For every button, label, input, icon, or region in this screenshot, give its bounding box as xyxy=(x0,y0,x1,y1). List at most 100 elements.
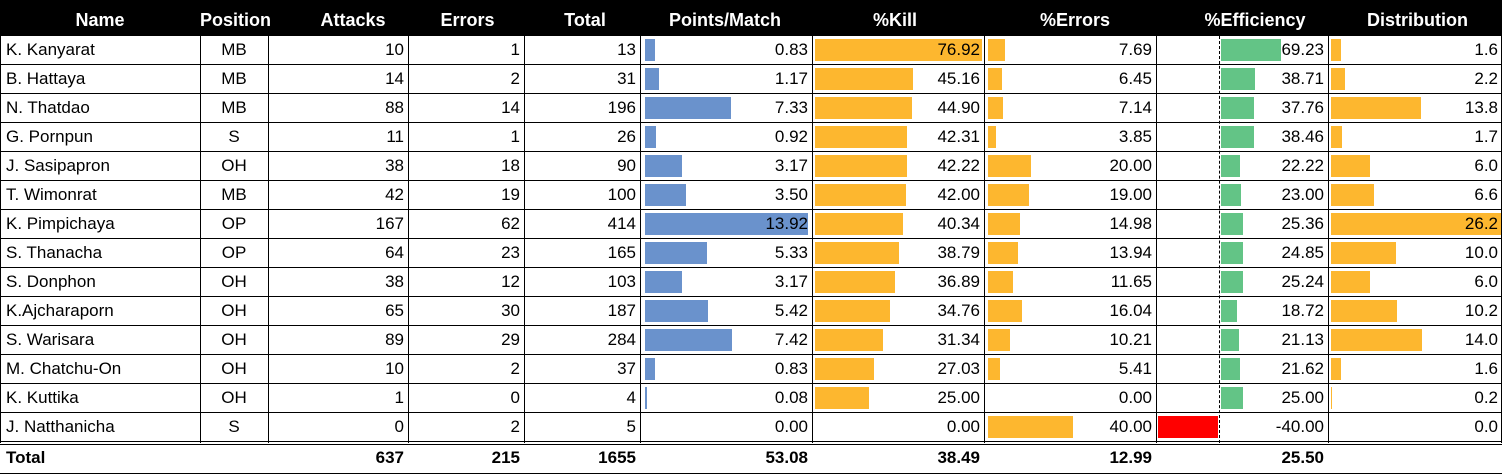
table-row: K.Ajcharaporn OH 65 30 187 5.42 34.76 16.04 18.7… xyxy=(0,297,1502,326)
cell-name: J. Sasipapron xyxy=(6,156,110,175)
cell-kill-pct: 31.34 xyxy=(937,330,980,349)
grid-row-line xyxy=(0,325,1502,326)
cell-name: K.Ajcharaporn xyxy=(6,301,114,320)
cell-position: OH xyxy=(221,359,247,378)
errors-pct-bar xyxy=(988,329,1010,351)
cell-errors: 30 xyxy=(501,301,520,320)
totals-efficiency-pct: 25.50 xyxy=(1281,448,1324,467)
header-attacks[interactable]: Attacks xyxy=(320,10,386,30)
cell-position: OH xyxy=(221,156,247,175)
cell-kill-pct: 0.00 xyxy=(946,417,980,436)
cell-efficiency-pct: 21.62 xyxy=(1281,359,1324,378)
cell-total: 31 xyxy=(617,69,636,88)
grid-row-line xyxy=(0,209,1502,210)
distribution-bar xyxy=(1331,126,1343,148)
cell-kill-pct: 45.16 xyxy=(937,69,980,88)
grid-row-line xyxy=(0,383,1502,384)
grid-row-line xyxy=(0,267,1502,268)
efficiency-pct-bar xyxy=(1221,329,1240,351)
cell-kill-pct: 40.34 xyxy=(937,214,980,233)
cell-efficiency-pct: 37.76 xyxy=(1281,98,1324,117)
cell-kill-pct: 76.92 xyxy=(937,40,980,59)
table-row: K. Kuttika OH 1 0 4 0.08 25.00 0.00 25.00 0.2 xyxy=(0,384,1502,413)
cell-attacks: 38 xyxy=(385,272,404,291)
header-position[interactable]: Position xyxy=(200,10,271,30)
cell-kill-pct: 42.22 xyxy=(937,156,980,175)
cell-distribution: 2.2 xyxy=(1474,69,1498,88)
cell-errors: 2 xyxy=(510,359,520,378)
cell-total: 37 xyxy=(617,359,636,378)
efficiency-zero-axis xyxy=(1219,36,1220,443)
cell-position: MB xyxy=(221,40,247,59)
cell-total: 13 xyxy=(617,40,636,59)
grid-row-line xyxy=(0,238,1502,239)
cell-name: K. Kanyarat xyxy=(6,40,95,59)
cell-distribution: 0.0 xyxy=(1474,417,1498,436)
cell-kill-pct: 42.00 xyxy=(937,185,980,204)
totals-row: Total 637 215 1655 53.08 38.49 12.99 25.… xyxy=(0,444,1502,474)
cell-position: S xyxy=(228,417,240,436)
cell-attacks: 10 xyxy=(385,40,404,59)
cell-distribution: 6.0 xyxy=(1474,156,1498,175)
cell-errors-pct: 7.69 xyxy=(1118,40,1152,59)
cell-errors: 1 xyxy=(510,40,520,59)
cell-errors-pct: 13.94 xyxy=(1109,243,1152,262)
cell-errors-pct: 3.85 xyxy=(1118,127,1152,146)
distribution-bar xyxy=(1331,97,1421,119)
header-efficiency-pct[interactable]: %Efficiency xyxy=(1204,10,1306,30)
cell-distribution: 13.8 xyxy=(1464,98,1498,117)
cell-errors: 19 xyxy=(501,185,520,204)
header-points-per-match[interactable]: Points/Match xyxy=(668,10,781,30)
efficiency-pct-bar xyxy=(1221,184,1241,206)
cell-name: S. Warisara xyxy=(6,330,95,349)
cell-errors: 18 xyxy=(501,156,520,175)
cell-distribution: 1.6 xyxy=(1474,359,1498,378)
points-per-match-bar xyxy=(645,329,732,351)
grid-column-line xyxy=(812,36,813,443)
cell-distribution: 26.2 xyxy=(1464,214,1498,233)
kill-pct-bar xyxy=(815,184,907,206)
errors-pct-bar xyxy=(988,155,1031,177)
distribution-bar xyxy=(1331,213,1501,235)
header-kill-pct[interactable]: %Kill xyxy=(872,10,917,30)
table-row: S. Warisara OH 89 29 284 7.42 31.34 10.21 21.13 1… xyxy=(0,326,1502,355)
totals-attacks: 637 xyxy=(375,448,404,467)
header-errors-pct[interactable]: %Errors xyxy=(1039,10,1111,30)
errors-pct-bar xyxy=(988,184,1029,206)
totals-errors-pct: 12.99 xyxy=(1109,448,1152,467)
kill-pct-bar xyxy=(815,68,914,90)
cell-position: OP xyxy=(221,214,247,233)
errors-pct-bar xyxy=(988,358,1000,380)
cell-errors: 0 xyxy=(510,388,520,407)
grid-column-line xyxy=(524,36,525,443)
grid-row-line xyxy=(0,296,1502,297)
cell-errors-pct: 14.98 xyxy=(1109,214,1152,233)
cell-errors-pct: 19.00 xyxy=(1109,185,1152,204)
header-name[interactable]: Name xyxy=(75,10,125,30)
header-errors[interactable]: Errors xyxy=(440,10,495,30)
table-row: M. Chatchu-On OH 10 2 37 0.83 27.03 5.41 21.62 1.… xyxy=(0,355,1502,384)
cell-errors: 23 xyxy=(501,243,520,262)
kill-pct-bar xyxy=(815,329,884,351)
distribution-bar xyxy=(1331,39,1342,61)
cell-kill-pct: 27.03 xyxy=(937,359,980,378)
cell-distribution: 14.0 xyxy=(1464,330,1498,349)
cell-name: M. Chatchu-On xyxy=(6,359,122,378)
cell-points-per-match: 3.17 xyxy=(774,272,808,291)
distribution-bar xyxy=(1331,387,1333,409)
cell-attacks: 64 xyxy=(385,243,404,262)
cell-errors-pct: 0.00 xyxy=(1118,388,1152,407)
grid-column-line xyxy=(1328,36,1329,443)
efficiency-pct-bar xyxy=(1221,155,1241,177)
header-total[interactable]: Total xyxy=(564,10,606,30)
cell-attacks: 89 xyxy=(385,330,404,349)
distribution-bar xyxy=(1331,242,1396,264)
kill-pct-bar xyxy=(815,126,907,148)
header-distribution[interactable]: Distribution xyxy=(1367,10,1468,30)
grid-row-line xyxy=(0,64,1502,65)
distribution-bar xyxy=(1331,271,1370,293)
efficiency-pct-bar xyxy=(1221,97,1254,119)
cell-distribution: 10.0 xyxy=(1464,243,1498,262)
grid-row-line xyxy=(0,151,1502,152)
grid-column-line xyxy=(0,36,1,443)
